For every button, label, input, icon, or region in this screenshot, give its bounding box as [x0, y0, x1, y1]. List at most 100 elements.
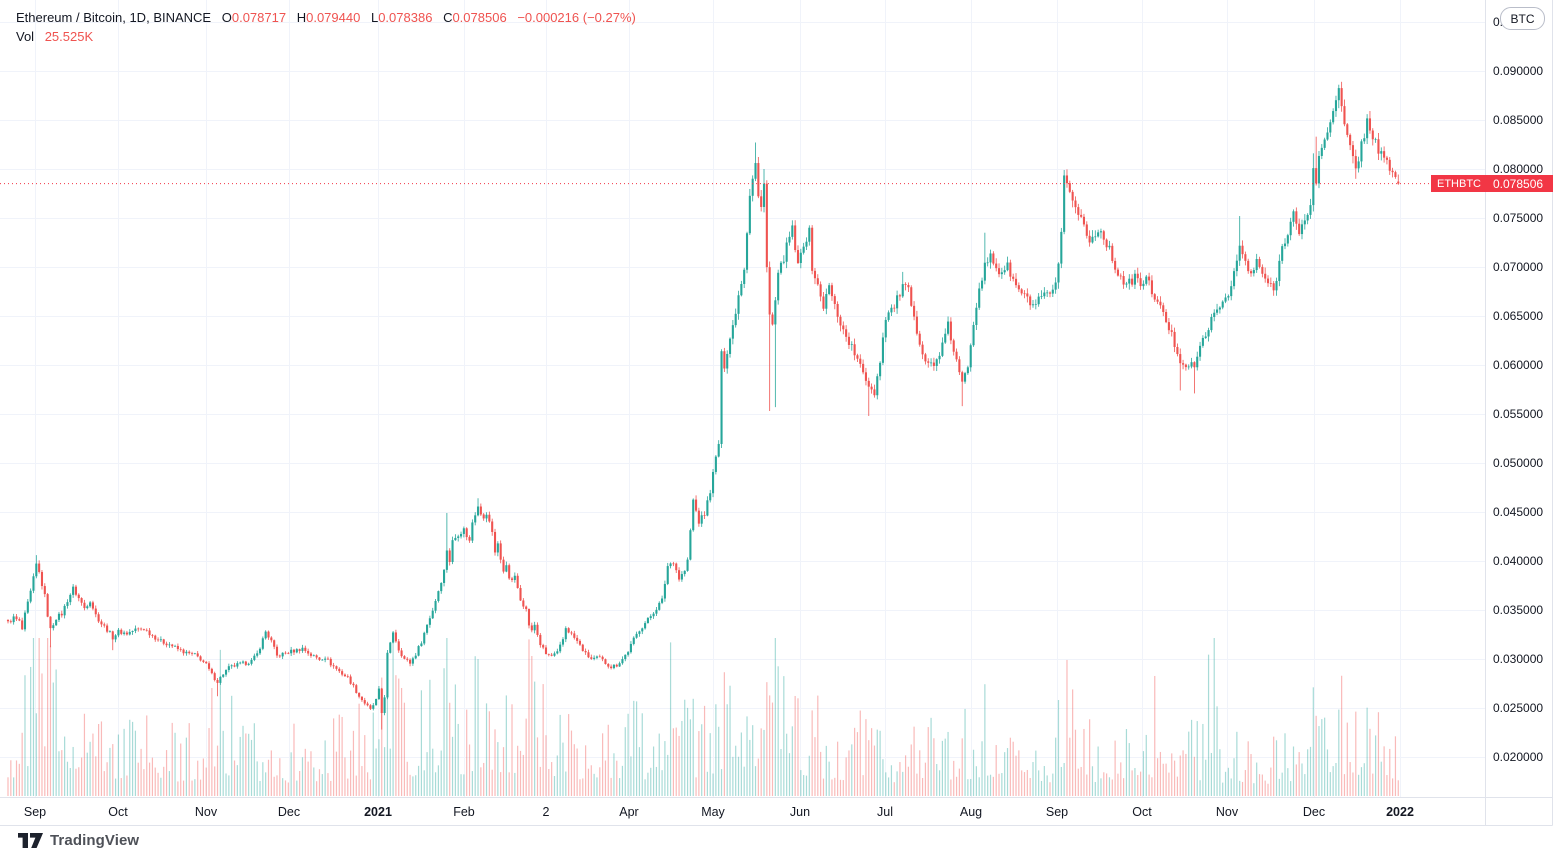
- candle-body: [1170, 330, 1173, 332]
- volume-bar: [585, 745, 587, 796]
- volume-bar: [1077, 768, 1079, 796]
- candle-body: [491, 521, 494, 532]
- candle-body: [743, 269, 746, 285]
- time-tick-label: Jun: [790, 805, 810, 819]
- volume-bar: [610, 777, 612, 796]
- volume-bar: [293, 723, 295, 796]
- volume-bar: [406, 761, 408, 796]
- candle-body: [958, 359, 961, 373]
- volume-bar: [364, 735, 366, 796]
- candle-body: [833, 296, 836, 304]
- candle-body: [1306, 214, 1309, 221]
- time-tick-label: 2: [543, 805, 550, 819]
- volume-bar: [817, 695, 819, 796]
- candle-body: [440, 582, 443, 592]
- candle-body: [709, 493, 712, 501]
- candle-body: [1063, 175, 1066, 232]
- volume-bar: [723, 672, 725, 796]
- candle-body: [261, 638, 264, 649]
- candle-body: [264, 631, 267, 639]
- volume-bar: [763, 729, 765, 796]
- candle-body: [884, 319, 887, 338]
- candle-body: [862, 363, 865, 373]
- volume-bar: [75, 768, 77, 796]
- candle-body: [1139, 278, 1142, 287]
- volume-bar: [494, 729, 496, 796]
- candle-body: [728, 338, 732, 354]
- candle-body: [117, 629, 120, 636]
- candle-body: [1165, 311, 1168, 323]
- time-scale[interactable]: [0, 798, 1553, 826]
- candle-body: [190, 653, 194, 654]
- volume-bar: [749, 739, 751, 796]
- candle-body: [1227, 296, 1230, 298]
- candle-body: [290, 649, 293, 654]
- candle-body: [1221, 301, 1224, 308]
- volume-bar: [389, 748, 391, 796]
- volume-bar: [1004, 752, 1006, 796]
- volume-bar: [534, 681, 536, 796]
- volume-bar: [752, 725, 754, 796]
- volume-bar: [129, 719, 131, 796]
- volume-bar: [551, 762, 553, 796]
- candle-body: [760, 196, 763, 207]
- candle-body: [1179, 354, 1182, 364]
- candle-body: [947, 321, 950, 334]
- volume-bar: [341, 716, 343, 796]
- close-label: C: [443, 10, 453, 25]
- volume-bar: [350, 750, 352, 796]
- tradingview-logo[interactable]: TradingView: [18, 832, 139, 849]
- candle-body: [644, 623, 647, 629]
- volume-bar: [52, 682, 54, 796]
- volume-bar: [1055, 737, 1057, 796]
- candle-body: [224, 670, 228, 675]
- volume-bar: [658, 733, 660, 796]
- volume-bar: [318, 769, 321, 796]
- volume-bar: [24, 675, 26, 796]
- candle-body: [1187, 366, 1190, 368]
- volume-bar: [927, 727, 929, 796]
- price-scale[interactable]: [1486, 0, 1553, 798]
- candle-body: [171, 644, 174, 647]
- candle-body: [935, 359, 938, 366]
- volume-bar: [284, 780, 287, 796]
- volume-bar: [500, 772, 502, 796]
- volume-bar: [1307, 749, 1309, 796]
- price-tick-label: 0.080000: [1493, 162, 1543, 176]
- symbol-title[interactable]: Ethereum / Bitcoin: [16, 10, 123, 25]
- volume-bar: [638, 747, 641, 796]
- volume-bar: [1196, 721, 1198, 796]
- volume-bar: [417, 765, 420, 796]
- volume-bar: [32, 638, 35, 796]
- candle-body: [1105, 239, 1108, 248]
- volume-bar: [123, 728, 125, 796]
- candle-body: [459, 533, 463, 537]
- candle-body: [341, 671, 344, 675]
- volume-bar: [1069, 737, 1071, 796]
- volume-bar: [471, 771, 473, 796]
- volume-bar: [1363, 763, 1365, 796]
- volume-bar: [304, 748, 306, 796]
- candle-body: [828, 285, 831, 295]
- candle-body: [406, 658, 409, 660]
- volume-bar: [451, 736, 454, 796]
- exchange-label[interactable]: BINANCE: [153, 10, 212, 25]
- candle-body: [1216, 309, 1219, 313]
- volume-bar: [992, 776, 994, 796]
- candle-body: [963, 373, 967, 382]
- candle-body: [346, 676, 349, 677]
- volume-bar: [706, 771, 708, 796]
- change-value: −0.000216 (−0.27%): [517, 10, 636, 25]
- candle-body: [488, 514, 491, 522]
- volume-bar: [1355, 711, 1357, 796]
- price-tick-label: 0.035000: [1493, 603, 1543, 617]
- volume-bar: [146, 715, 148, 796]
- volume-bar: [1066, 659, 1068, 796]
- candle-body: [284, 652, 287, 654]
- volume-bar: [287, 782, 289, 796]
- interval-label[interactable]: 1D: [129, 10, 147, 25]
- price-unit-toggle-button[interactable]: BTC: [1500, 7, 1545, 30]
- volume-bar: [310, 751, 312, 796]
